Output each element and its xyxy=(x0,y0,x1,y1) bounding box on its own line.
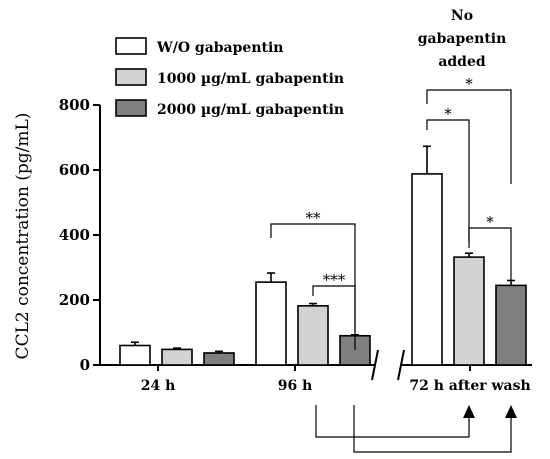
significance-brackets: ******** xyxy=(270,75,512,350)
bar xyxy=(255,281,287,366)
significance-label: * xyxy=(486,213,494,231)
y-tick-label: 0 xyxy=(80,356,90,374)
arrow-head xyxy=(463,405,475,418)
annotation-line-2: gabapentin xyxy=(418,31,507,47)
y-tick-label: 800 xyxy=(59,96,90,114)
significance-label: * xyxy=(465,75,473,93)
no-gabapentin-annotation: No gabapentin added xyxy=(418,8,507,70)
y-tick-label: 600 xyxy=(59,161,90,179)
legend-label: 1000 µg/mL gabapentin xyxy=(157,71,344,87)
comparison-arrows xyxy=(315,405,517,453)
legend-swatch xyxy=(115,37,147,55)
y-tick-label: 200 xyxy=(59,291,90,309)
legend-swatch xyxy=(115,68,147,86)
bars xyxy=(119,145,527,366)
significance-label: * xyxy=(444,105,452,123)
legend-label: W/O gabapentin xyxy=(156,40,283,56)
annotation-line-1: No xyxy=(451,8,473,24)
comparison-arrow xyxy=(315,405,470,438)
comparison-arrow xyxy=(353,405,512,453)
bar xyxy=(411,173,443,366)
axis-break-mark-right xyxy=(397,349,405,381)
category-label: 96 h xyxy=(278,378,313,394)
significance-bracket xyxy=(426,89,512,184)
bar xyxy=(203,352,235,366)
axes: 0 200 400 600 800 24 h 96 h 72 h after wash xyxy=(59,96,532,394)
legend: W/O gabapentin 1000 µg/mL gabapentin 2000 … xyxy=(115,37,344,118)
y-axis-label: CCL2 concentration (pg/mL) xyxy=(13,113,33,360)
category-label: 72 h after wash xyxy=(409,378,530,394)
significance-bracket xyxy=(426,119,470,248)
significance-label: *** xyxy=(323,271,346,289)
legend-swatch xyxy=(115,99,147,117)
annotation-line-3: added xyxy=(438,54,486,70)
bar xyxy=(119,344,151,366)
bar xyxy=(161,348,193,366)
bar xyxy=(297,305,329,366)
arrow-head xyxy=(505,405,517,418)
legend-label: 2000 µg/mL gabapentin xyxy=(157,102,344,118)
category-label: 24 h xyxy=(141,378,176,394)
significance-bracket xyxy=(312,285,356,332)
significance-label: ** xyxy=(306,209,322,227)
bar xyxy=(495,284,527,366)
bar xyxy=(453,256,485,366)
y-tick-label: 400 xyxy=(59,226,90,244)
axis-break-mark-left xyxy=(371,349,379,381)
significance-bracket xyxy=(468,227,512,280)
